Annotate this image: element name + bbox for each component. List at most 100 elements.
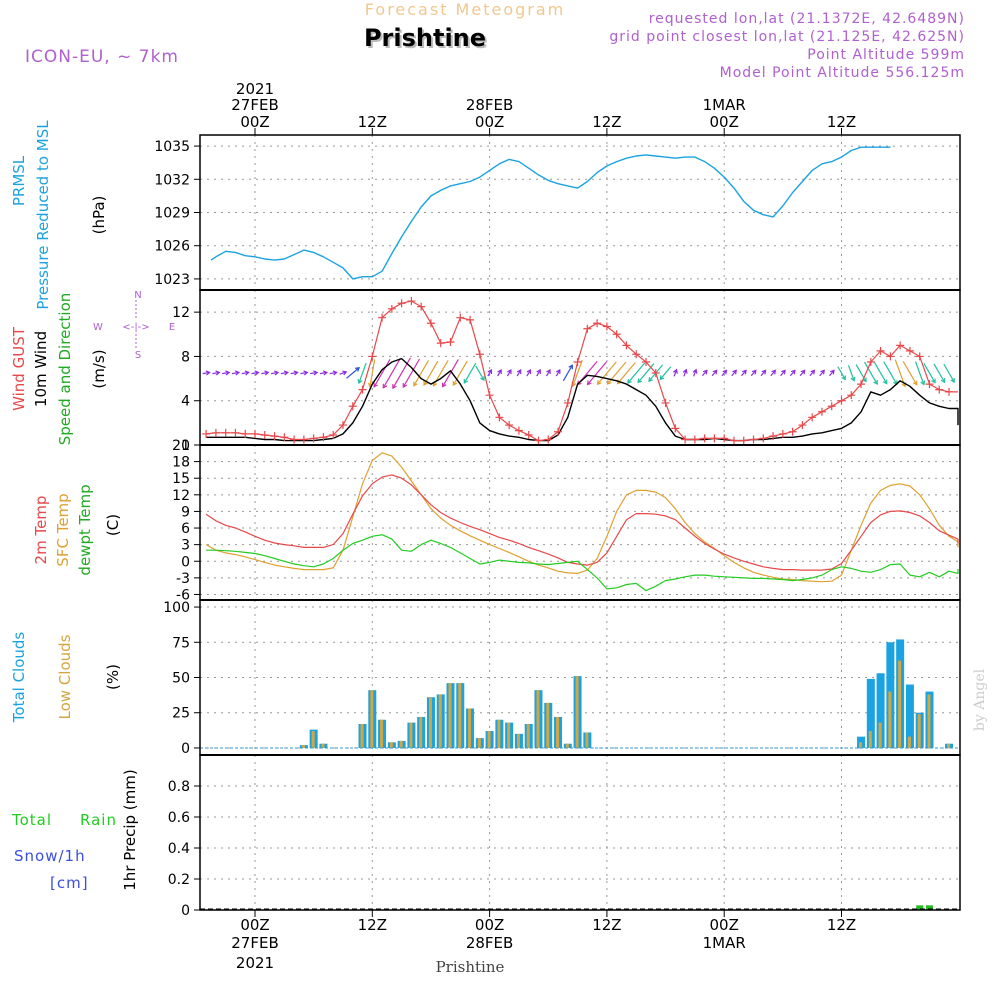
wind-arrowhead-69 [882, 379, 888, 385]
wind-arrowhead-66 [850, 376, 856, 382]
gust-marker-23 [426, 319, 435, 328]
y-tick-label-2-4: 6 [181, 521, 190, 537]
gust-marker-26 [456, 313, 465, 322]
top-time-hour-1: 12Z [358, 113, 387, 131]
wind-arrowhead-68 [873, 380, 878, 386]
wind-arrow-56 [750, 369, 757, 377]
wind-arrow-73 [914, 361, 925, 385]
y-tick-label-4-4: 0.8 [168, 779, 190, 795]
wind-arrow-11 [310, 371, 318, 375]
y-tick-label-2-7: 15 [172, 471, 190, 487]
wind-arrow-38 [572, 359, 583, 387]
low-cloud-bar-68 [868, 731, 872, 748]
compass-east: E [169, 322, 175, 333]
gust-marker-71 [896, 341, 905, 350]
wind-arrow-12 [319, 371, 327, 375]
low-cloud-bar-20 [399, 740, 403, 748]
low-cloud-bar-17 [370, 690, 374, 748]
gust-marker-29 [485, 391, 494, 400]
wind-arrow-43 [617, 362, 636, 384]
gust-marker-48 [671, 424, 680, 433]
total-cloud-bar-72 [905, 684, 914, 748]
data-layer [200, 146, 960, 910]
bottom-time-hour-4: 00Z [710, 916, 739, 934]
bottom-time-hour-3: 12Z [592, 916, 621, 934]
wind-arrowhead-7 [274, 370, 280, 376]
wind-arrow-19 [382, 358, 401, 389]
wind-arrow-33 [526, 369, 531, 377]
gust-marker-52 [710, 434, 719, 443]
wind-arrowhead-64 [829, 369, 835, 375]
wind-arrow-72 [902, 361, 918, 386]
model-label: ICON-EU, ~ 7km [25, 47, 179, 67]
wind-arrowhead-42 [606, 379, 612, 385]
wind-arrow-74 [923, 363, 936, 383]
wind-arrowhead-13 [332, 370, 338, 376]
wind-arrowhead-57 [761, 369, 767, 375]
low-cloud-bar-69 [878, 722, 882, 748]
wind-arrow-60 [789, 369, 796, 377]
y-tick-label-0-1: 1026 [154, 239, 190, 255]
wind-arrowhead-19 [382, 383, 388, 389]
wind-arrowhead-20 [392, 384, 397, 390]
wind-arrowhead-52 [712, 369, 718, 375]
gust-marker-19 [387, 304, 396, 313]
wind-arrow-65 [837, 366, 846, 380]
wind-arrowhead-27 [463, 378, 469, 384]
wind-arrow-30 [497, 369, 502, 377]
gust-marker-21 [407, 297, 416, 306]
year-label-top: 2021 [236, 80, 274, 98]
pressure-label: Pressure Reduced to MSL [34, 120, 52, 310]
panel-frame-2 [199, 444, 961, 601]
gust-marker-63 [817, 407, 826, 416]
y-tick-label-2-6: 12 [172, 488, 190, 504]
dewpt-line [206, 534, 959, 592]
low-cloud-bar-72 [907, 736, 911, 748]
t2m-label: 2m Temp [32, 496, 50, 565]
gust-marker-74 [925, 380, 934, 389]
gust-marker-57 [759, 434, 768, 443]
wind-arrow-25 [442, 359, 459, 387]
gust-marker-58 [769, 432, 778, 441]
total-rain-label-rain: Rain [80, 811, 117, 829]
wind-arrowhead-18 [373, 382, 378, 388]
top-time-day-4: 1MAR [703, 96, 746, 114]
gust-marker-41 [602, 322, 611, 331]
gust-marker-20 [397, 299, 406, 308]
wind-arrow-48 [673, 369, 678, 377]
low-cloud-bar-27 [468, 708, 472, 748]
low-cloud-bar-71 [898, 660, 902, 748]
gust-marker-0 [202, 429, 211, 438]
wind-arrowhead-60 [790, 369, 796, 375]
low-cloud-bar-38 [575, 676, 579, 748]
wind-arrow-5 [251, 371, 259, 375]
wind-arrowhead-9 [293, 370, 299, 376]
wind-arrow-68 [863, 361, 878, 385]
wind-arrowhead-0 [205, 370, 211, 376]
bottom-location-label: Prishtine [436, 958, 505, 976]
point-altitude: Point Altitude 599m [807, 47, 965, 63]
compass-west: W [93, 322, 103, 333]
snow-label: Snow/1h [14, 847, 86, 865]
wind-arrowhead-45 [637, 378, 643, 384]
gust-marker-9 [290, 435, 299, 444]
wind-arrowhead-33 [526, 368, 532, 375]
wind-arrowhead-40 [586, 380, 592, 386]
low-cloud-bar-10 [301, 745, 305, 748]
prmsl-label: PRMSL [10, 155, 28, 206]
y-tick-label-2-9: 21 [172, 438, 190, 454]
wind-arrowhead-23 [423, 380, 428, 386]
wind-arrowhead-59 [781, 369, 786, 375]
low-cloud-bar-16 [360, 724, 364, 748]
wind-arrowhead-6 [264, 370, 270, 376]
gust-marker-13 [329, 431, 338, 440]
pressure-line [210, 146, 891, 280]
wind-arrowhead-55 [742, 369, 747, 375]
gust-marker-3 [231, 428, 240, 437]
gust-marker-36 [554, 427, 563, 436]
y-tick-label-3-3: 75 [172, 635, 190, 651]
dewpt-label: dewpt Temp [76, 484, 94, 575]
wind-compass-legend: N S W E <-|-> [93, 290, 175, 361]
low-cloud-bar-76 [947, 743, 951, 748]
y-tick-label-4-1: 0.2 [168, 872, 190, 888]
